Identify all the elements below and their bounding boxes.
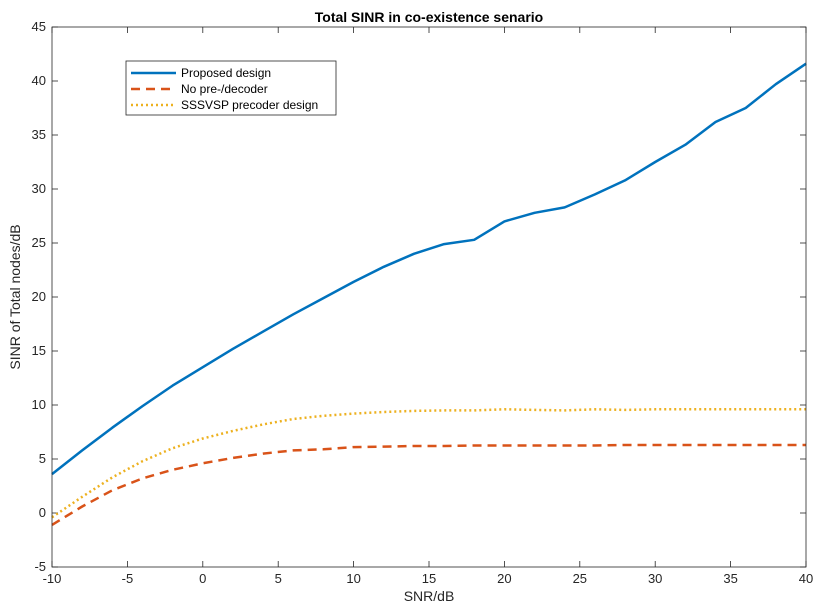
y-tick-label: 45 [32,19,46,34]
x-tick-label: -5 [122,571,134,586]
x-tick-label: 20 [497,571,511,586]
x-tick-label: 0 [199,571,206,586]
y-tick-label: 10 [32,397,46,412]
x-tick-label: 30 [648,571,662,586]
y-tick-label: 15 [32,343,46,358]
chart-title: Total SINR in co-existence senario [315,9,543,25]
y-axis-label: SINR of Total nodes/dB [7,224,23,369]
x-tick-label: 10 [346,571,360,586]
legend-label-sssvsp-precoder-design: SSSVSP precoder design [181,98,318,112]
series-line-sssvsp-precoder-design [51,408,806,519]
x-tick-label: 5 [275,571,282,586]
x-axis-label: SNR/dB [404,588,455,604]
series-line-no-pre-decoder [51,443,806,526]
legend-label-no-pre-decoder: No pre-/decoder [181,82,268,96]
y-tick-label: 25 [32,235,46,250]
x-tick-label: 40 [799,571,813,586]
y-tick-label: 40 [32,73,46,88]
legend-label-proposed-design: Proposed design [181,66,271,80]
plot-frame [51,26,807,568]
axis-ticks: -10 -5 0 5 10 15 20 25 30 35 40-505101520253035404… [32,19,814,586]
y-tick-label: 5 [39,451,46,466]
x-tick-label: 35 [723,571,737,586]
y-tick-label: -5 [34,559,46,574]
plot-area [52,27,806,567]
series-lines [51,62,807,526]
x-tick-label: 25 [573,571,587,586]
y-tick-label: 0 [39,505,46,520]
x-tick-label: 15 [422,571,436,586]
series-line-proposed-design [51,62,807,476]
legend: Proposed design No pre-/decoder SSSVSP p… [125,60,337,116]
y-tick-label: 30 [32,181,46,196]
y-tick-label: 20 [32,289,46,304]
x-tick-label: -10 [43,571,62,586]
y-tick-label: 35 [32,127,46,142]
